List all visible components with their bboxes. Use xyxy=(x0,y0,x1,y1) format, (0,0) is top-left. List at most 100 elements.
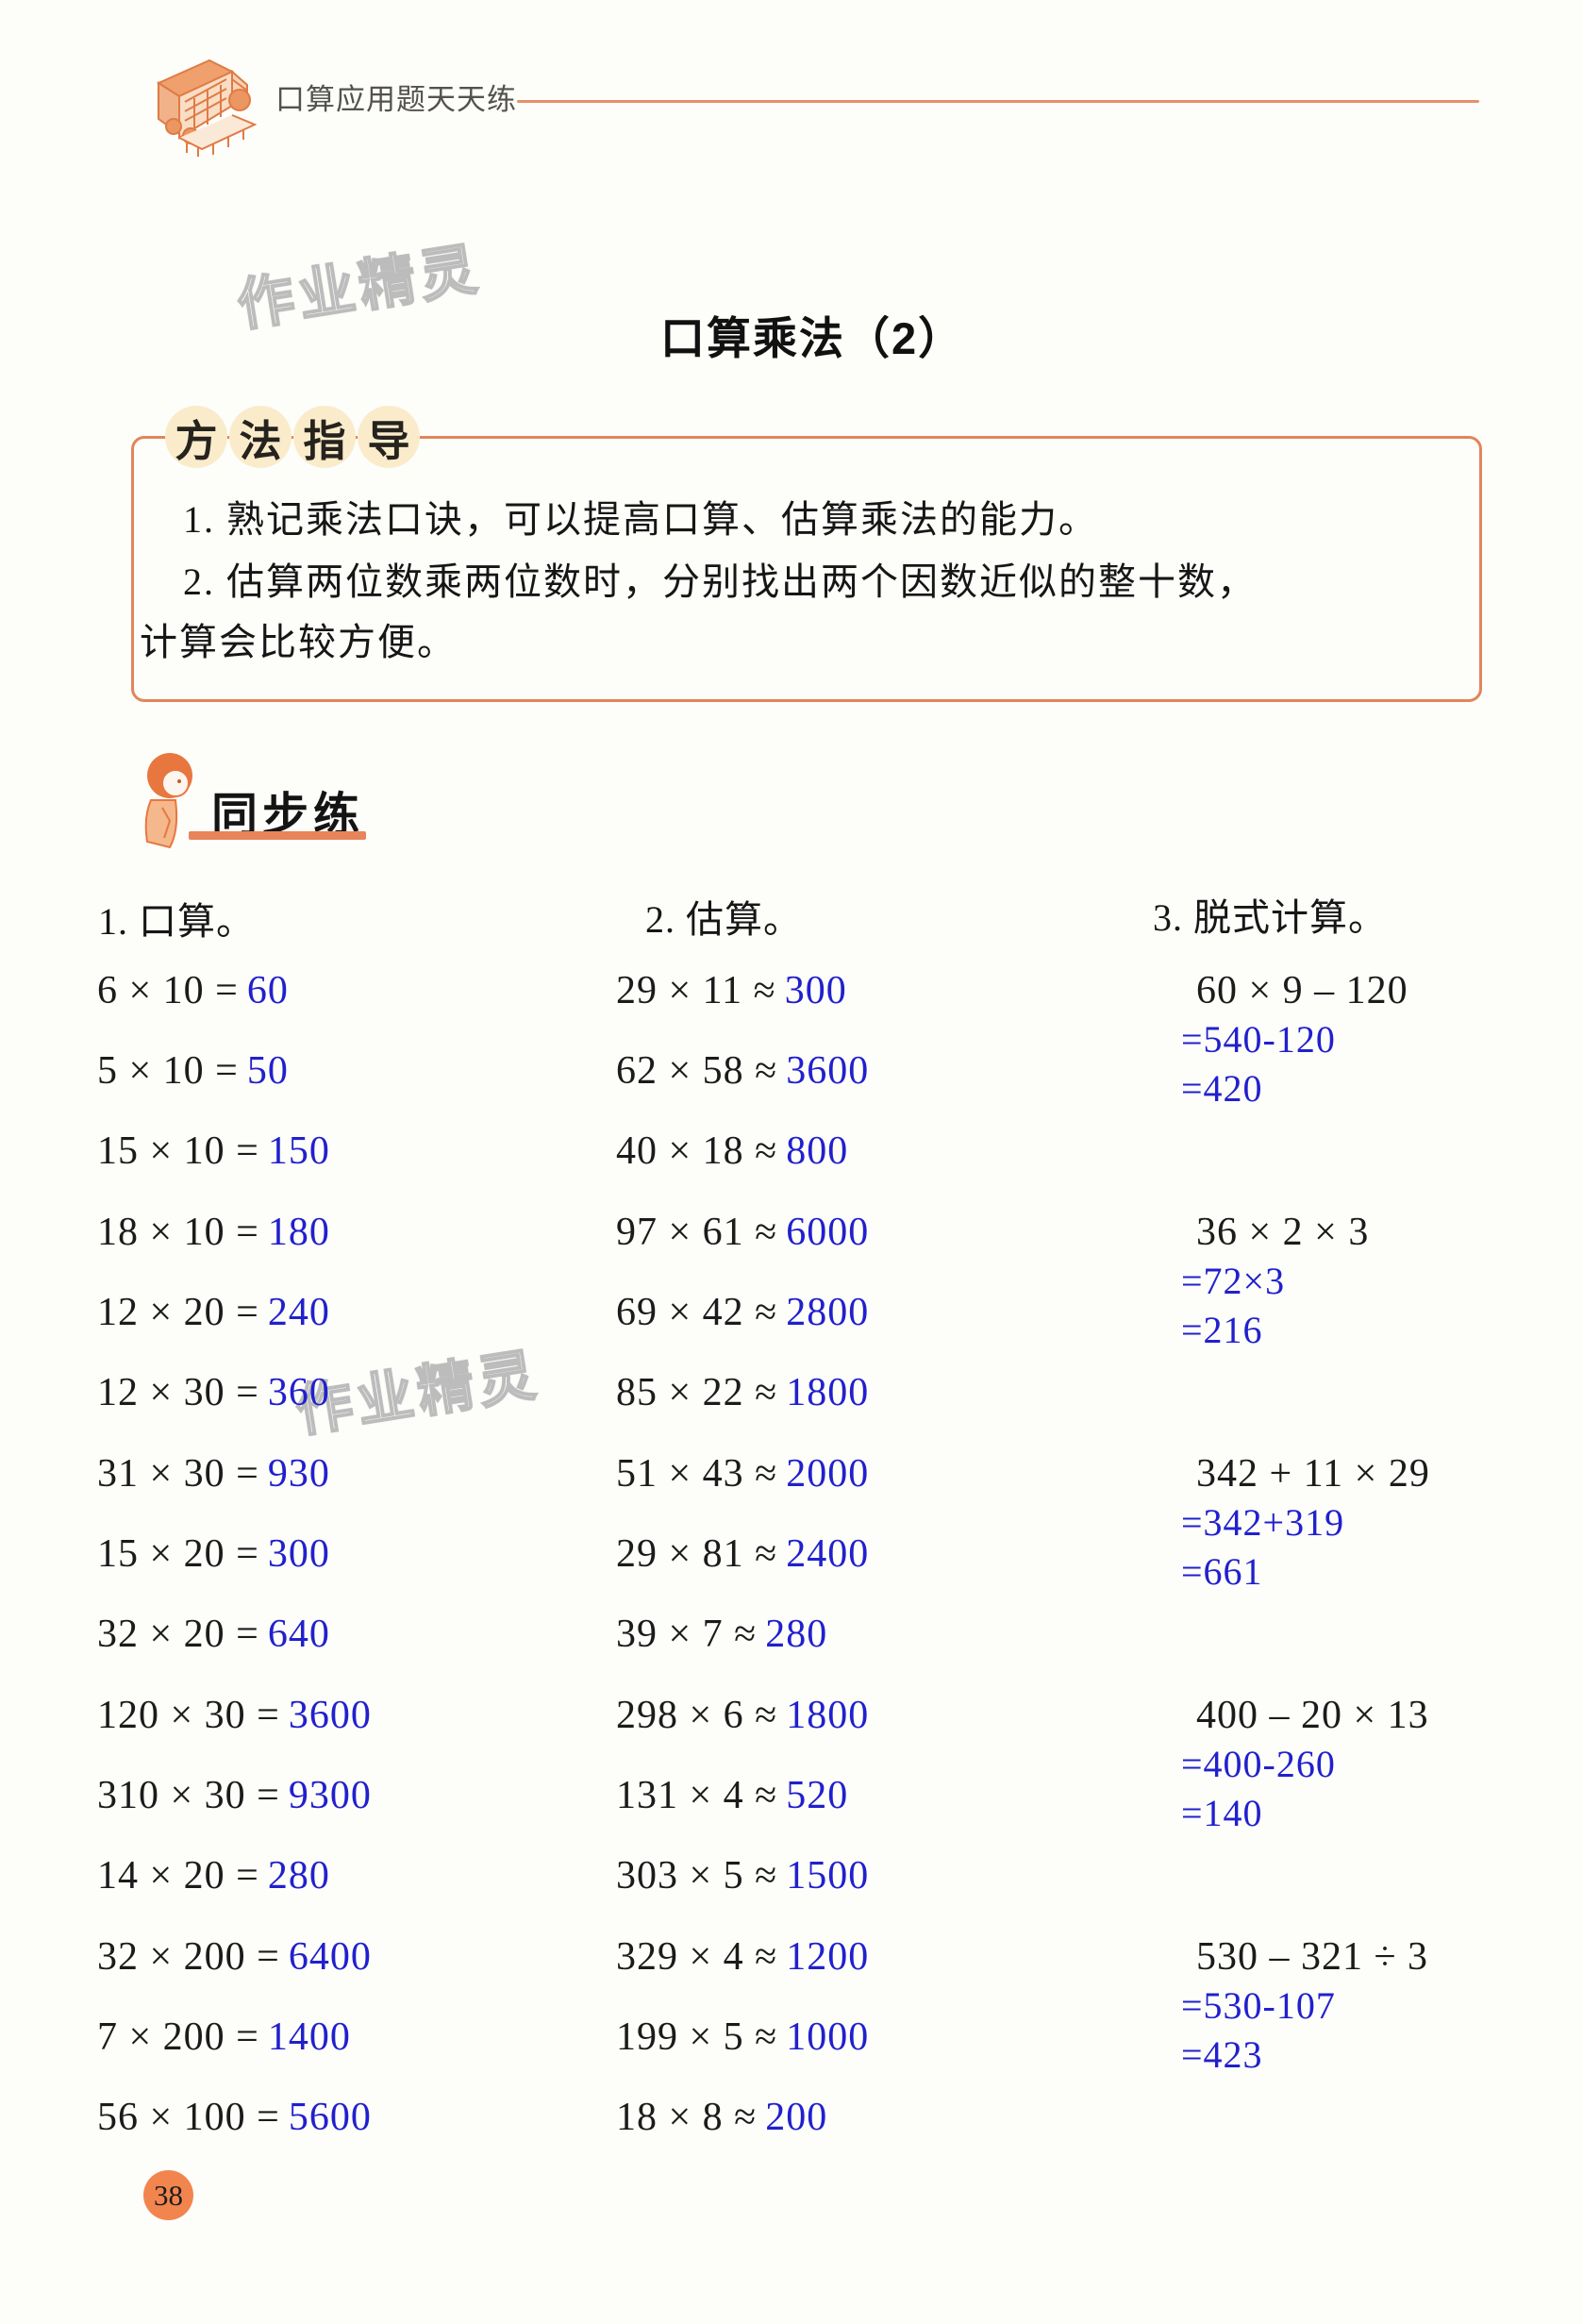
problem-expression: 329 × 4 ≈ xyxy=(616,1934,778,1979)
problem-expression: 29 × 81 ≈ xyxy=(616,1532,778,1577)
oral-calc-column: 6 × 10 = 60 5 × 10 = 50 15 × 10 = 150 18 × 10 … xyxy=(97,950,372,2158)
estimate-problem-row: 69 × 42 ≈2800 xyxy=(616,1272,869,1352)
answer-value: 1500 xyxy=(786,1854,870,1898)
answer-value: 300 xyxy=(267,1532,330,1577)
estimate-problem-row: 62 × 58 ≈3600 xyxy=(616,1030,869,1111)
problem-expression: 18 × 8 ≈ xyxy=(616,2096,758,2140)
answer-value: 520 xyxy=(786,1774,849,1818)
problem-expression: 32 × 20 = xyxy=(97,1613,259,1657)
problem-expression: 36 × 2 × 3 xyxy=(1196,1211,1370,1254)
oral-problem-row: 18 × 10 = 180 xyxy=(97,1192,372,1272)
student-icon xyxy=(144,753,192,849)
method-guide-label-char: 法 xyxy=(229,406,292,468)
estimate-problem-row: 303 × 5 ≈1500 xyxy=(616,1836,869,1916)
answer-value: 6400 xyxy=(288,1934,372,1979)
estimate-problem-row: 298 × 6 ≈1800 xyxy=(616,1675,869,1755)
problem-expression: 12 × 20 = xyxy=(97,1291,259,1335)
answer-value: 5600 xyxy=(288,2096,372,2140)
problem-expression: 56 × 100 = xyxy=(97,2096,280,2140)
stepwise-problem-block: 342 + 11 × 29 =342+319 =661 xyxy=(1181,1449,1430,1597)
oral-problem-row: 120 × 30 = 3600 xyxy=(97,1675,372,1755)
answer-value: 2000 xyxy=(786,1451,870,1496)
oral-problem-row: 5 × 10 = 50 xyxy=(97,1030,372,1111)
answer-value: 180 xyxy=(267,1210,330,1254)
estimate-problem-row: 131 × 4 ≈520 xyxy=(616,1755,869,1835)
problem-expression: 31 × 30 = xyxy=(97,1451,259,1496)
method-guide-line-1: 1. 熟记乘法口诀，可以提高口算、估算乘法的能力。 xyxy=(183,498,1098,541)
problem-expression: 303 × 5 ≈ xyxy=(616,1854,778,1898)
estimate-problem-row: 329 × 4 ≈1200 xyxy=(616,1916,869,1997)
answer-value: 150 xyxy=(267,1129,330,1174)
estimate-problem-row: 18 × 8 ≈200 xyxy=(616,2078,869,2158)
oral-problem-row: 56 × 100 = 5600 xyxy=(97,2078,372,2158)
oral-problem-row: 15 × 10 = 150 xyxy=(97,1112,372,1192)
solution-step: =540-120 xyxy=(1181,1018,1336,1061)
answer-value: 50 xyxy=(246,1049,289,1094)
method-guide-label-char: 导 xyxy=(358,406,420,468)
answer-value: 280 xyxy=(765,1613,828,1657)
answer-value: 800 xyxy=(786,1129,849,1174)
problem-expression: 310 × 30 = xyxy=(97,1774,280,1818)
oral-problem-row: 14 × 20 = 280 xyxy=(97,1836,372,1916)
problem-expression: 120 × 30 = xyxy=(97,1693,280,1737)
solution-step: =530-107 xyxy=(1181,1984,1336,2027)
answer-value: 1800 xyxy=(786,1693,870,1737)
problem-expression: 6 × 10 = xyxy=(97,968,239,1012)
solution-step: =216 xyxy=(1181,1309,1263,1351)
answer-value: 1400 xyxy=(267,2015,351,2060)
oral-problem-row: 310 × 30 = 9300 xyxy=(97,1755,372,1835)
estimate-problem-row: 199 × 5 ≈1000 xyxy=(616,1997,869,2077)
method-guide-box xyxy=(131,436,1482,702)
method-guide-line-2: 2. 估算两位数乘两位数时，分别找出两个因数近似的整十数， xyxy=(183,560,1257,603)
problem-expression: 12 × 30 = xyxy=(97,1371,259,1415)
oral-problem-row: 32 × 200 = 6400 xyxy=(97,1916,372,1997)
problem-expression: 51 × 43 ≈ xyxy=(616,1451,778,1496)
stepwise-problem-block: 60 × 9 – 120 =540-120 =420 xyxy=(1181,966,1408,1113)
problem-expression: 342 + 11 × 29 xyxy=(1196,1452,1430,1496)
stepwise-problem-block: 400 – 20 × 13 =400-260 =140 xyxy=(1181,1691,1429,1838)
problem-expression: 60 × 9 – 120 xyxy=(1196,969,1408,1012)
watermark-top: 作业精灵 xyxy=(232,236,486,339)
oral-problem-row: 31 × 30 = 930 xyxy=(97,1433,372,1513)
problem-expression: 29 × 11 ≈ xyxy=(616,968,776,1012)
answer-value: 3600 xyxy=(786,1049,870,1094)
solution-step: =423 xyxy=(1181,2033,1263,2076)
estimate-problem-row: 39 × 7 ≈280 xyxy=(616,1595,869,1675)
solution-step: =661 xyxy=(1181,1550,1263,1593)
heading-stepwise-calc: 3. 脱式计算。 xyxy=(1153,896,1387,939)
problem-expression: 97 × 61 ≈ xyxy=(616,1210,778,1254)
oral-problem-row: 7 × 200 = 1400 xyxy=(97,1997,372,2077)
heading-oral-calc: 1. 口算。 xyxy=(98,900,255,943)
method-guide-label: 方法指导 xyxy=(165,406,422,468)
answer-value: 2800 xyxy=(786,1291,870,1335)
problem-expression: 18 × 10 = xyxy=(97,1210,259,1254)
answer-value: 9300 xyxy=(288,1774,372,1818)
estimate-problem-row: 85 × 22 ≈1800 xyxy=(616,1353,869,1433)
estimation-column: 29 × 11 ≈300 62 × 58 ≈3600 40 × 18 ≈800 97 … xyxy=(616,950,869,2158)
method-guide-line-3: 计算会比较方便。 xyxy=(140,621,457,663)
solution-step: =140 xyxy=(1181,1792,1263,1834)
oral-problem-row: 12 × 20 = 240 xyxy=(97,1272,372,1352)
estimate-problem-row: 97 × 61 ≈6000 xyxy=(616,1192,869,1272)
answer-value: 1800 xyxy=(786,1371,870,1415)
answer-value: 60 xyxy=(246,968,289,1012)
solution-step: =420 xyxy=(1181,1067,1263,1110)
problem-expression: 40 × 18 ≈ xyxy=(616,1129,778,1174)
problem-expression: 62 × 58 ≈ xyxy=(616,1049,778,1094)
solution-step: =72×3 xyxy=(1181,1260,1286,1302)
problem-expression: 530 – 321 ÷ 3 xyxy=(1196,1935,1429,1979)
answer-value: 1200 xyxy=(786,1934,870,1979)
section-underline xyxy=(189,831,366,840)
problem-expression: 32 × 200 = xyxy=(97,1934,280,1979)
solution-step: =342+319 xyxy=(1181,1501,1345,1544)
oral-problem-row: 6 × 10 = 60 xyxy=(97,950,372,1030)
problem-expression: 7 × 200 = xyxy=(97,2015,259,2060)
method-guide-label-char: 指 xyxy=(293,406,356,468)
oral-problem-row: 15 × 20 = 300 xyxy=(97,1513,372,1594)
problem-expression: 69 × 42 ≈ xyxy=(616,1291,778,1335)
brand-title: 口算应用题天天练 xyxy=(275,83,517,116)
method-guide-label-char: 方 xyxy=(165,406,227,468)
oral-problem-row: 32 × 20 = 640 xyxy=(97,1595,372,1675)
header-divider-line xyxy=(517,100,1479,103)
